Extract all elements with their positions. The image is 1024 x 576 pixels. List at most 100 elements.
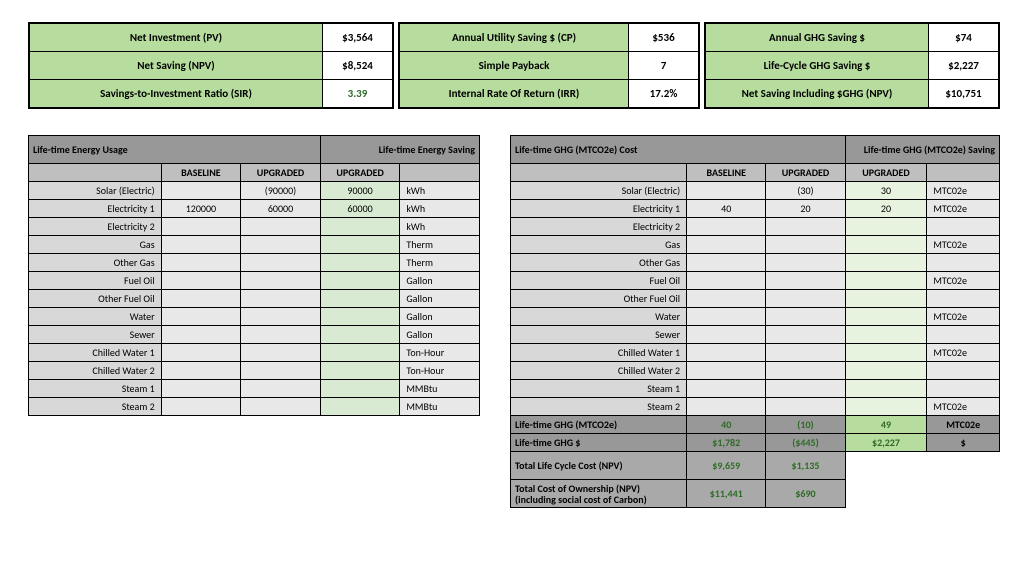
cell-upgraded-saving	[320, 218, 400, 236]
cell-baseline	[687, 380, 766, 398]
cell-upgraded-saving	[845, 362, 927, 380]
cell-upgraded	[241, 344, 321, 362]
row-label: Fuel Oil	[511, 272, 687, 290]
cell-upgraded: (30)	[766, 182, 845, 200]
cell-baseline	[161, 290, 241, 308]
cell-unit: MTC02e	[927, 200, 1000, 218]
table-title-left: Life-time Energy Usage	[29, 136, 321, 164]
cell-baseline	[687, 182, 766, 200]
cell-upgraded	[766, 218, 845, 236]
row-label: Electricity 1	[29, 200, 162, 218]
cell-upgraded-saving	[845, 254, 927, 272]
summary-label: Life-time GHG (MTCO2e)	[511, 416, 687, 434]
cell-unit: kWh	[400, 200, 480, 218]
cell-upgraded-saving: 90000	[320, 182, 400, 200]
metric-label: Life-Cycle GHG Saving $	[706, 52, 929, 80]
metric-value: $536	[629, 24, 699, 52]
cell-unit	[927, 326, 1000, 344]
metric-label: Annual GHG Saving $	[706, 24, 929, 52]
cell-baseline: 120000	[161, 200, 241, 218]
col-blank	[29, 164, 162, 182]
cell-baseline	[161, 236, 241, 254]
cell-upgraded	[241, 290, 321, 308]
row-label: Chilled Water 1	[29, 344, 162, 362]
summary-saving: 49	[845, 416, 927, 434]
metric-label: Simple Payback	[400, 52, 629, 80]
cell-unit: kWh	[400, 218, 480, 236]
cell-upgraded	[241, 398, 321, 416]
col-baseline: BASELINE	[161, 164, 241, 182]
cell-baseline	[161, 254, 241, 272]
cell-upgraded	[241, 380, 321, 398]
row-label: Other Fuel Oil	[29, 290, 162, 308]
cell-upgraded-saving	[320, 326, 400, 344]
col-baseline: BASELINE	[687, 164, 766, 182]
cell-unit: Gallon	[400, 326, 480, 344]
summary-saving: $2,227	[845, 434, 927, 452]
row-label: Chilled Water 2	[29, 362, 162, 380]
detail-tables: Life-time Energy Usage Life-time Energy …	[28, 135, 996, 508]
cell-unit	[927, 380, 1000, 398]
cell-unit	[927, 218, 1000, 236]
table-title-right: Life-time Energy Saving	[320, 136, 479, 164]
cell-unit: Therm	[400, 236, 480, 254]
summary-upgraded: (10)	[766, 416, 845, 434]
row-label: Other Gas	[511, 254, 687, 272]
cell-baseline	[687, 290, 766, 308]
cell-unit	[927, 362, 1000, 380]
cell-upgraded	[766, 236, 845, 254]
cell-upgraded	[766, 290, 845, 308]
cell-unit: MTC02e	[927, 308, 1000, 326]
cell-baseline	[687, 272, 766, 290]
cell-upgraded-saving	[320, 272, 400, 290]
cell-upgraded	[766, 326, 845, 344]
cell-upgraded	[241, 326, 321, 344]
cell-unit	[927, 290, 1000, 308]
metric-label: Annual Utility Saving $ (CP)	[400, 24, 629, 52]
row-label: Other Gas	[29, 254, 162, 272]
cell-baseline	[687, 398, 766, 416]
cell-baseline	[687, 326, 766, 344]
cell-unit: Ton-Hour	[400, 344, 480, 362]
table-title-left: Life-time GHG (MTCO2e) Cost	[511, 136, 846, 164]
row-label: Water	[29, 308, 162, 326]
row-label: Chilled Water 1	[511, 344, 687, 362]
cell-upgraded	[766, 272, 845, 290]
cell-upgraded-saving	[320, 254, 400, 272]
summary-block-mid: Annual Utility Saving $ (CP) $536 Simple…	[398, 22, 700, 109]
cell-baseline	[687, 344, 766, 362]
cell-upgraded-saving: 30	[845, 182, 927, 200]
cell-baseline	[687, 236, 766, 254]
cell-upgraded-saving	[845, 290, 927, 308]
cell-upgraded-saving	[320, 362, 400, 380]
cell-upgraded	[766, 254, 845, 272]
metric-value: $3,564	[323, 24, 393, 52]
cell-unit: MTC02e	[927, 272, 1000, 290]
row-label: Electricity 1	[511, 200, 687, 218]
cell-upgraded: (90000)	[241, 182, 321, 200]
cell-baseline	[687, 218, 766, 236]
col-upgraded: UPGRADED	[241, 164, 321, 182]
cell-unit: MTC02e	[927, 344, 1000, 362]
cell-unit: MTC02e	[927, 236, 1000, 254]
cell-upgraded-saving	[845, 218, 927, 236]
col-upgraded-2: UPGRADED	[845, 164, 927, 182]
cell-unit	[927, 254, 1000, 272]
metric-value: $10,751	[929, 80, 999, 108]
cell-baseline	[161, 344, 241, 362]
metric-label: Savings-to-Investment Ratio (SIR)	[30, 80, 323, 108]
cell-baseline	[161, 398, 241, 416]
cell-upgraded	[766, 398, 845, 416]
cell-baseline	[161, 308, 241, 326]
cell-upgraded	[241, 308, 321, 326]
cell-upgraded-saving	[845, 272, 927, 290]
cell-upgraded-saving	[845, 308, 927, 326]
row-label: Water	[511, 308, 687, 326]
cell-upgraded-saving	[845, 380, 927, 398]
cell-baseline	[687, 308, 766, 326]
cell-baseline	[161, 326, 241, 344]
cell-unit: Ton-Hour	[400, 362, 480, 380]
metric-value: $2,227	[929, 52, 999, 80]
summary2-baseline: $9,659	[687, 452, 766, 480]
metric-value: $74	[929, 24, 999, 52]
